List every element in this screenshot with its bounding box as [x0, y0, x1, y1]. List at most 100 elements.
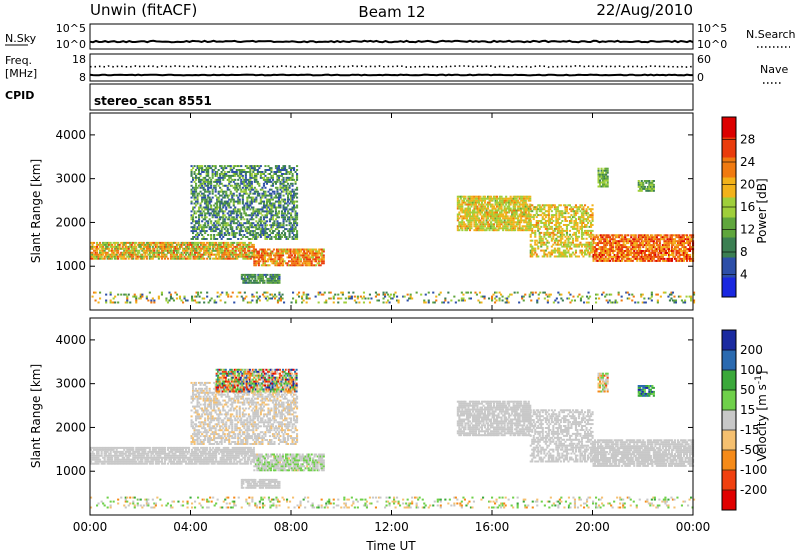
heatmap-cell [562, 229, 566, 232]
heatmap-cell [109, 255, 112, 258]
heatmap-cell [237, 247, 240, 250]
heatmap-cell [267, 165, 270, 168]
heatmap-cell [188, 241, 191, 244]
heatmap-cell [657, 257, 660, 260]
heatmap-cell [499, 211, 502, 214]
heatmap-cell [529, 195, 532, 198]
heatmap-cell [293, 167, 296, 170]
heatmap-cell [223, 167, 226, 170]
heatmap-cell [151, 249, 154, 252]
heatmap-cell [274, 256, 277, 259]
heatmap-cell [639, 185, 642, 188]
heatmap-cell [157, 253, 160, 256]
heatmap-cell [282, 254, 285, 257]
heatmap-cell [565, 220, 569, 222]
heatmap-cell [252, 210, 255, 213]
heatmap-cell [232, 178, 235, 181]
heatmap-cell [242, 245, 245, 248]
heatmap-cell [253, 165, 256, 168]
heatmap-cell [225, 251, 228, 254]
heatmap-cell [284, 234, 287, 236]
heatmap-cell [546, 233, 549, 236]
heatmap-cell [529, 205, 532, 208]
heatmap-cell [222, 243, 225, 246]
heatmap-cell [549, 235, 552, 238]
heatmap-cell [204, 194, 207, 197]
heatmap-cell [200, 247, 203, 250]
heatmap-cell [219, 224, 222, 227]
heatmap-cell [172, 245, 176, 248]
heatmap-cell [616, 248, 619, 251]
heatmap-cell [476, 205, 479, 208]
heatmap-cell [476, 211, 479, 214]
heatmap-cell [678, 238, 681, 241]
heatmap-cell [276, 212, 279, 215]
heatmap-cell [561, 231, 564, 234]
heatmap-cell [248, 243, 251, 246]
heatmap-cell [616, 250, 619, 252]
heatmap-cell [618, 240, 621, 243]
heatmap-cell [643, 236, 646, 239]
heatmap-cell [100, 257, 103, 260]
heatmap-cell [543, 255, 546, 258]
heatmap-cell [247, 188, 250, 191]
heatmap-cell [494, 209, 497, 212]
heatmap-cell [473, 207, 476, 210]
heatmap-cell [473, 205, 476, 208]
heatmap-cell [139, 255, 142, 258]
heatmap-cell [229, 206, 232, 209]
heatmap-cell [180, 255, 183, 258]
heatmap-cell [609, 252, 612, 254]
heatmap-cell [547, 235, 550, 238]
heatmap-cell [549, 253, 552, 256]
heatmap-cell [488, 229, 491, 232]
heatmap-cell [304, 254, 307, 257]
heatmap-cell [156, 251, 159, 254]
heatmap-cell [687, 238, 690, 241]
heatmap-cell [259, 248, 262, 251]
heatmap-cell [261, 220, 264, 223]
heatmap-cell [124, 249, 127, 252]
heatmap-cell [646, 180, 649, 182]
heatmap-cell [273, 204, 276, 207]
heatmap-cell [249, 169, 252, 171]
heatmap-cell [559, 212, 562, 215]
heatmap-cell [234, 165, 237, 168]
heatmap-cell [195, 184, 198, 187]
heatmap-cell [479, 199, 482, 202]
heatmap-cell [684, 234, 687, 237]
heatmap-cell [664, 240, 668, 243]
heatmap-cell [97, 255, 100, 258]
heatmap-cell [477, 203, 481, 206]
heatmap-cell [270, 277, 274, 280]
heatmap-cell [261, 214, 264, 217]
heatmap-cell [322, 260, 325, 263]
heatmap-cell [553, 206, 556, 209]
heatmap-cell [675, 259, 678, 262]
heatmap-cell [624, 246, 627, 249]
heatmap-cell [456, 213, 459, 216]
heatmap-cell [473, 211, 476, 214]
heatmap-cell [306, 250, 309, 253]
heatmap-cell [258, 220, 261, 223]
heatmap-cell [204, 232, 207, 235]
heatmap-cell [220, 230, 223, 233]
heatmap-cell [191, 253, 194, 256]
heatmap-cell [213, 186, 216, 189]
heatmap-cell [253, 224, 256, 227]
heatmap-cell [196, 222, 199, 225]
heatmap-cell [652, 238, 655, 241]
heatmap-cell [264, 228, 267, 231]
heatmap-cell [210, 204, 213, 207]
heatmap-cell [666, 259, 669, 262]
heatmap-cell [294, 214, 297, 217]
heatmap-cell [280, 210, 284, 213]
heatmap-cell [689, 255, 692, 258]
heatmap-cell [201, 184, 204, 187]
heatmap-cell [559, 233, 562, 236]
heatmap-cell [658, 234, 661, 237]
heatmap-cell [580, 233, 584, 236]
heatmap-cell [207, 212, 210, 215]
heatmap-cell [590, 224, 593, 226]
heatmap-cell [553, 214, 556, 217]
